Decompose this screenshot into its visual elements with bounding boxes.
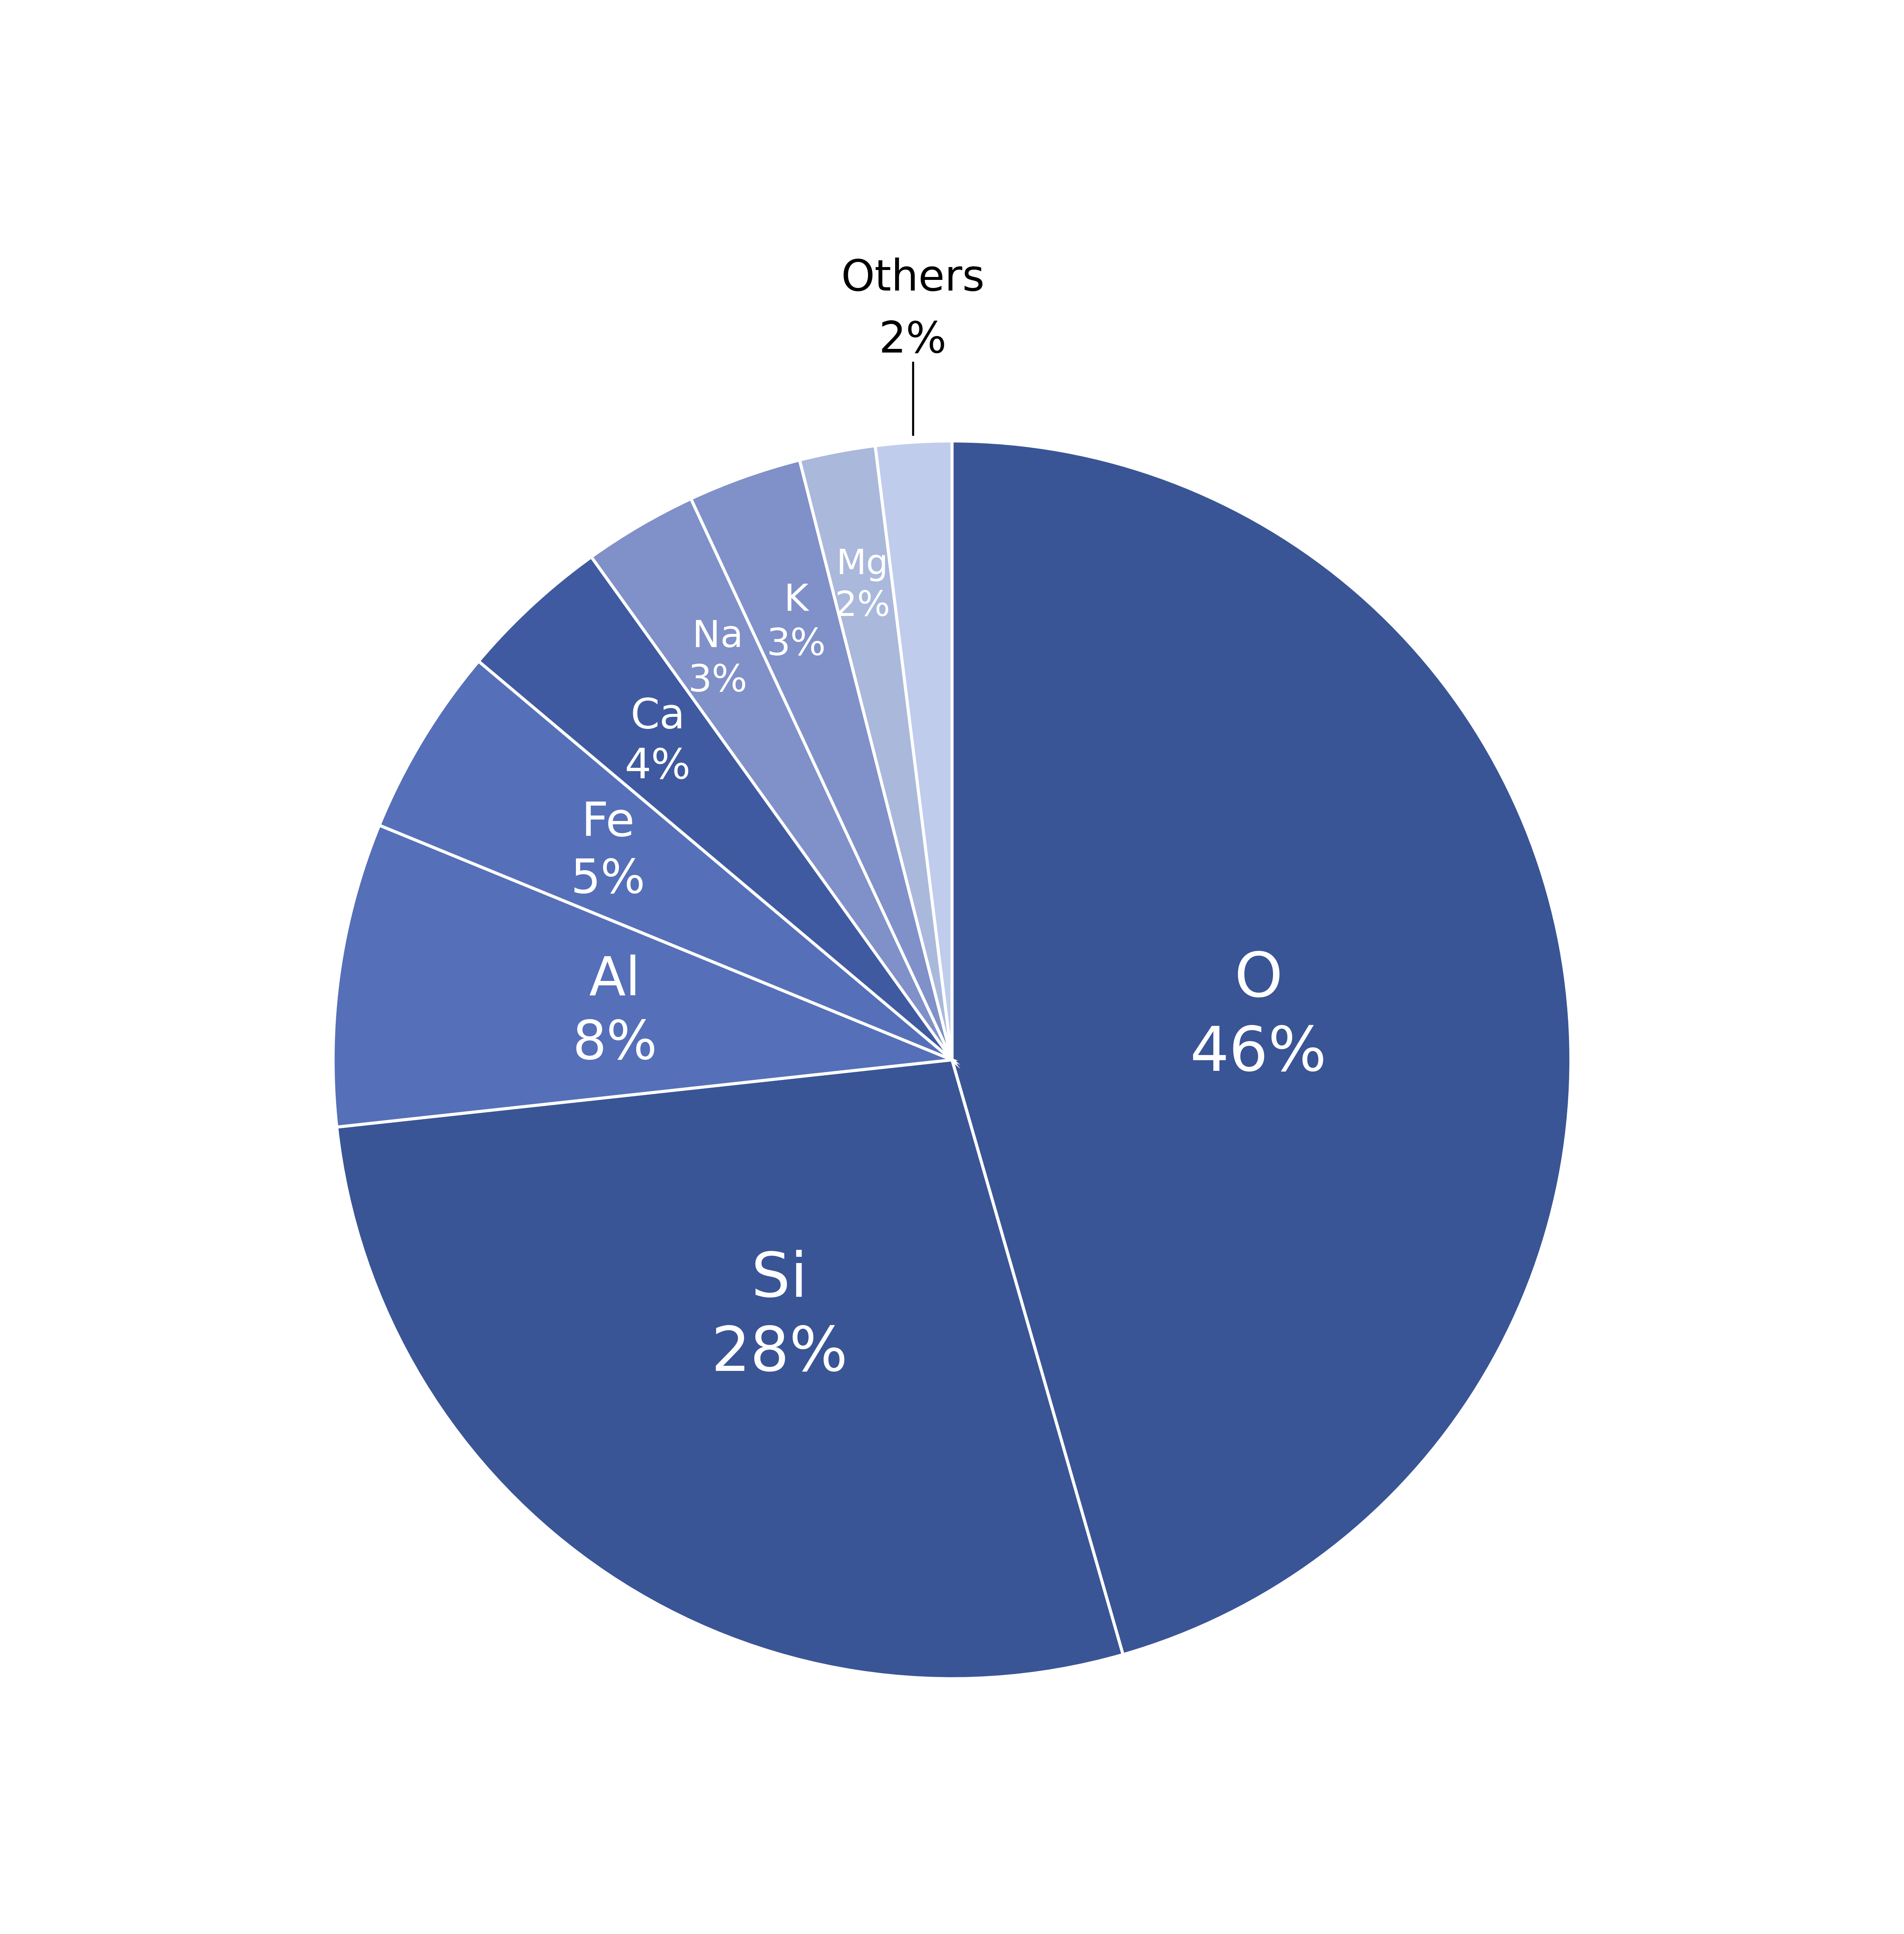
- Text: Al
8%: Al 8%: [573, 955, 657, 1070]
- Text: O
46%: O 46%: [1190, 950, 1327, 1083]
- Wedge shape: [952, 441, 1571, 1656]
- Wedge shape: [800, 445, 952, 1060]
- Text: Ca
4%: Ca 4%: [625, 696, 691, 787]
- Text: K
3%: K 3%: [767, 582, 826, 663]
- Wedge shape: [691, 460, 952, 1060]
- Text: Mg
2%: Mg 2%: [834, 547, 889, 623]
- Wedge shape: [876, 441, 952, 1060]
- Text: Na
3%: Na 3%: [687, 619, 748, 700]
- Wedge shape: [379, 661, 952, 1060]
- Wedge shape: [337, 1060, 1123, 1679]
- Wedge shape: [592, 499, 952, 1060]
- Wedge shape: [333, 826, 952, 1128]
- Text: Fe
5%: Fe 5%: [571, 801, 645, 903]
- Text: Si
28%: Si 28%: [712, 1249, 847, 1383]
- Text: 2%: 2%: [880, 319, 946, 362]
- Wedge shape: [478, 557, 952, 1060]
- Text: Others: Others: [842, 257, 984, 300]
